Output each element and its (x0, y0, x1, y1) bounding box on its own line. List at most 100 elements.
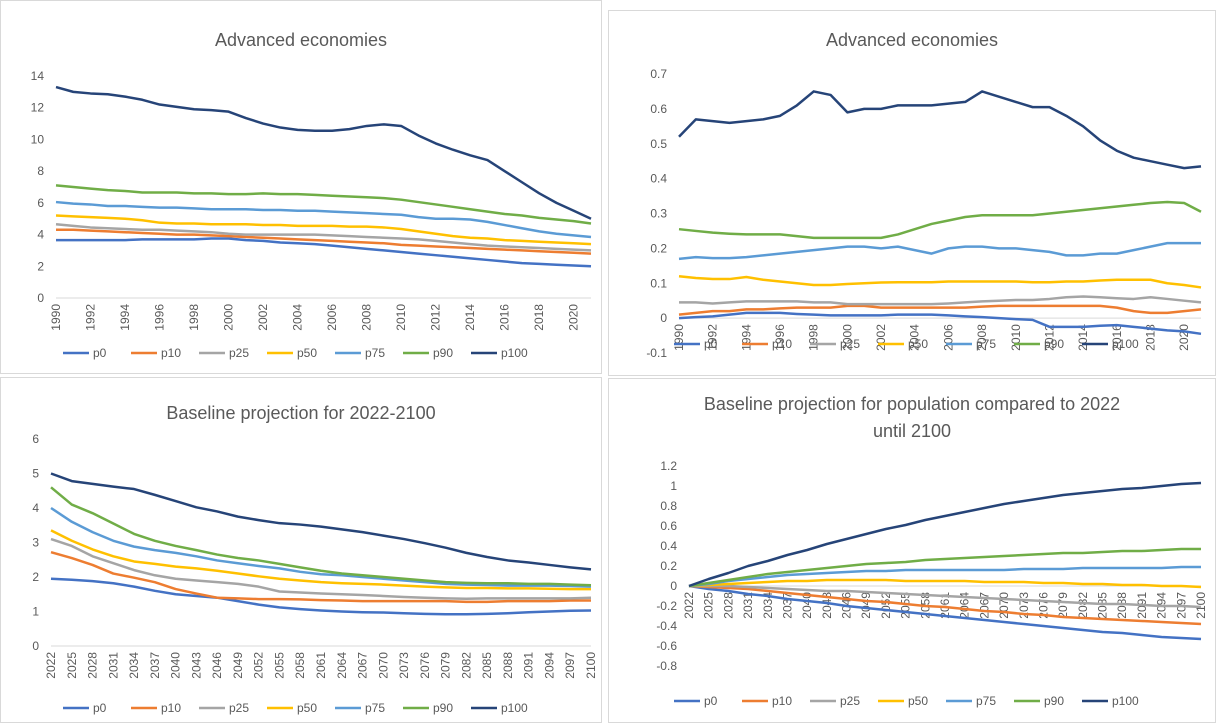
x-tick-label: 2016 (1110, 324, 1124, 351)
x-tick-label: 2022 (44, 652, 58, 679)
x-tick-label: 2070 (997, 592, 1011, 619)
x-tick-label: 2008 (975, 324, 989, 351)
x-tick-label: 2076 (418, 652, 432, 679)
y-tick-label: -0.2 (656, 599, 677, 613)
x-tick-label: 2025 (702, 592, 716, 619)
x-tick-label: 1994 (118, 304, 132, 331)
legend-label: p0 (93, 346, 107, 360)
x-tick-label: 2037 (148, 652, 162, 679)
data-line (688, 584, 1202, 641)
data-line (50, 550, 591, 604)
y-tick-label: 0.3 (650, 207, 667, 221)
x-tick-label: 2046 (210, 652, 224, 679)
legend-label: p50 (908, 337, 928, 351)
x-tick-label: 2018 (1143, 324, 1157, 351)
legend-label: p25 (229, 346, 249, 360)
legend-label: p100 (501, 701, 528, 715)
data-line (689, 584, 1202, 609)
x-tick-label: 2025 (65, 652, 79, 679)
legend-item: p0 (674, 337, 718, 351)
legend-item: p75 (335, 346, 385, 360)
legend-label: p25 (840, 337, 860, 351)
chart-panel: Advanced economies 0 2 4 6 8 10 12 14 1990 1992 19… (0, 0, 602, 374)
legend-item: p0 (63, 346, 107, 360)
legend-label: p50 (908, 694, 928, 708)
x-tick-label: 2018 (532, 304, 546, 331)
legend-label: p25 (229, 701, 249, 715)
data-line (55, 85, 592, 220)
x-tick-label: 2049 (231, 652, 245, 679)
data-line (688, 565, 1201, 588)
x-tick-label: 1992 (84, 304, 98, 331)
chart-title: Advanced economies (214, 30, 388, 50)
x-tick-label: 1990 (49, 304, 63, 331)
x-tick-label: 1998 (187, 304, 201, 331)
x-tick-label: 2010 (1009, 324, 1023, 351)
x-tick-label: 2020 (567, 304, 581, 331)
y-tick-label: 3 (32, 536, 39, 550)
y-tick-label: 10 (31, 132, 45, 146)
legend-item: p0 (63, 701, 107, 715)
chart: 0 1 2 3 4 5 6 2022 2025 2028 2031 2034 2037 2040 2043 2… (32, 432, 598, 715)
x-tick-label: 2079 (1056, 592, 1070, 619)
legend-label: p0 (704, 337, 718, 351)
data-line (56, 237, 592, 268)
data-line (679, 295, 1202, 306)
legend-label: p90 (1044, 337, 1064, 351)
data-line (678, 200, 1202, 240)
data-line (56, 228, 592, 255)
x-tick-label: 2040 (800, 592, 814, 619)
legend-label: p75 (365, 701, 385, 715)
x-tick-label: 2040 (169, 652, 183, 679)
x-tick-label: 1996 (153, 304, 167, 331)
x-tick-label: 2031 (106, 652, 120, 679)
x-tick-label: 2010 (394, 304, 408, 331)
data-line (688, 547, 1201, 588)
legend-label: p50 (297, 346, 317, 360)
y-tick-label: 0 (660, 311, 667, 325)
x-tick-label: 2016 (498, 304, 512, 331)
y-tick-label: 6 (37, 196, 44, 210)
legend-label: p50 (297, 701, 317, 715)
legend-item: p90 (1014, 337, 1064, 351)
x-tick-label: 2088 (501, 652, 515, 679)
legend-item: p25 (199, 701, 249, 715)
y-tick-label: 0.2 (660, 559, 677, 573)
y-tick-label: 2 (37, 259, 44, 273)
legend-item: p90 (1014, 694, 1064, 708)
data-line (688, 584, 1202, 626)
data-line (55, 223, 592, 252)
x-tick-label: 2052 (252, 652, 266, 679)
legend-label: p10 (772, 337, 792, 351)
legend-item: p10 (131, 346, 181, 360)
y-tick-label: 1 (32, 605, 39, 619)
x-tick-label: 2000 (840, 324, 854, 351)
y-tick-label: 12 (31, 101, 45, 115)
data-line (55, 214, 592, 246)
legend-label: p75 (365, 346, 385, 360)
x-tick-label: 1994 (739, 324, 753, 351)
y-tick-label: 0.6 (660, 519, 677, 533)
x-tick-label: 2061 (938, 592, 952, 619)
x-tick-label: 2028 (86, 652, 100, 679)
x-tick-label: 2012 (1042, 324, 1056, 351)
x-tick-label: 2028 (721, 592, 735, 619)
x-tick-label: 2061 (314, 652, 328, 679)
legend-item: p25 (810, 694, 860, 708)
x-tick-label: 1998 (807, 324, 821, 351)
x-tick-label: 2006 (941, 324, 955, 351)
x-tick-label: 2082 (1076, 592, 1090, 619)
legend-item: p90 (403, 346, 453, 360)
y-tick-label: 1 (670, 479, 677, 493)
x-tick-label: 2002 (874, 324, 888, 351)
legend-item: p75 (946, 694, 996, 708)
chart-title: Advanced economies (825, 30, 999, 50)
legend-item: p10 (131, 701, 181, 715)
x-tick-label: 2037 (780, 592, 794, 619)
y-tick-label: 0.8 (660, 499, 677, 513)
legend-label: p100 (1112, 337, 1139, 351)
y-tick-label: 0.1 (650, 276, 667, 290)
x-tick-label: 2097 (563, 652, 577, 679)
y-tick-label: 14 (31, 69, 45, 83)
legend-item: p75 (946, 337, 996, 351)
